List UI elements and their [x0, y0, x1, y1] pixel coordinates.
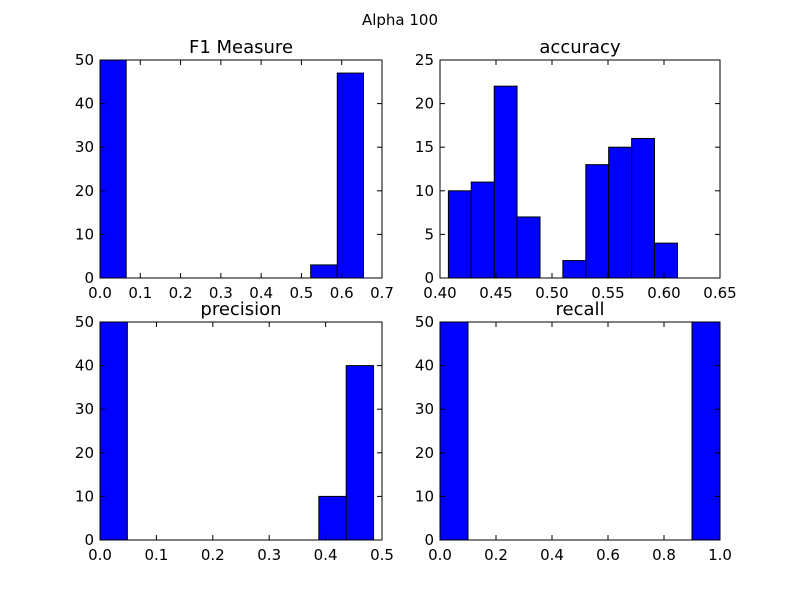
recall-ytick-label-4: 40 — [415, 357, 434, 375]
accuracy-bar-6 — [585, 164, 610, 279]
f1-measure-ytick-label-1: 10 — [75, 225, 94, 243]
precision-ytick-label-4: 40 — [75, 357, 94, 375]
accuracy-ytick-label-0: 0 — [424, 269, 434, 287]
accuracy-ytick-label-5: 25 — [415, 51, 434, 69]
accuracy-xtick-label-0: 0.40 — [423, 284, 456, 302]
precision-ytick-label-2: 20 — [75, 444, 94, 462]
precision-axes-frame — [99, 321, 383, 541]
recall-ytick-label-5: 50 — [415, 313, 434, 331]
accuracy-xtick-label-3: 0.55 — [591, 284, 624, 302]
f1-measure-ytick-label-5: 50 — [75, 51, 94, 69]
f1-measure-xtick-label-6: 0.6 — [330, 284, 354, 302]
accuracy-ytick-label-4: 20 — [415, 95, 434, 113]
f1-measure-xtick-label-0: 0.0 — [88, 284, 112, 302]
subplot-title-recall: recall — [555, 299, 604, 320]
f1-measure-xtick-label-7: 0.7 — [370, 284, 394, 302]
recall-xtick-label-0: 0.0 — [428, 546, 452, 564]
subplot-title-precision: precision — [200, 299, 281, 320]
accuracy-ytick-label-3: 15 — [415, 138, 434, 156]
accuracy-axes-frame — [439, 59, 721, 279]
recall-xtick-label-2: 0.4 — [540, 546, 564, 564]
accuracy-ytick-label-2: 10 — [415, 182, 434, 200]
subplot-recall: recall 0.0 0.2 0.4 0.6 0.8 1.0 0 10 20 30 40 50 — [415, 299, 732, 564]
f1-measure-xtick-label-4: 0.4 — [249, 284, 273, 302]
f1-measure-bar-8 — [310, 264, 338, 279]
recall-ytick-label-1: 10 — [415, 487, 434, 505]
precision-bar-8 — [318, 495, 347, 541]
accuracy-bar-9 — [653, 242, 678, 279]
accuracy-xtick-label-5: 0.65 — [703, 284, 736, 302]
accuracy-xtick-label-1: 0.45 — [479, 284, 512, 302]
accuracy-xtick-label-2: 0.50 — [535, 284, 568, 302]
precision-ytick-label-0: 0 — [84, 531, 94, 549]
accuracy-ytick-label-1: 5 — [424, 225, 434, 243]
accuracy-bar-7 — [608, 146, 633, 279]
f1-measure-axes-frame — [99, 59, 383, 279]
f1-measure-xtick-label-3: 0.3 — [209, 284, 233, 302]
precision-ytick-label-5: 50 — [75, 313, 94, 331]
precision-xtick-label-4: 0.4 — [314, 546, 338, 564]
f1-measure-ytick-label-3: 30 — [75, 138, 94, 156]
f1-measure-xtick-label-2: 0.2 — [169, 284, 193, 302]
precision-ytick-label-3: 30 — [75, 400, 94, 418]
recall-bar-0 — [439, 321, 469, 541]
f1-measure-bar-9 — [336, 72, 364, 279]
f1-measure-xtick-label-5: 0.5 — [289, 284, 313, 302]
precision-bar-9 — [345, 365, 375, 541]
accuracy-bar-0 — [447, 190, 472, 279]
accuracy-bar-2 — [493, 85, 518, 279]
accuracy-bar-8 — [631, 137, 655, 279]
f1-measure-ytick-label-4: 40 — [75, 95, 94, 113]
recall-xtick-label-5: 1.0 — [708, 546, 732, 564]
recall-ytick-label-2: 20 — [415, 444, 434, 462]
accuracy-bar-1 — [470, 181, 495, 279]
precision-xtick-label-1: 0.1 — [144, 546, 168, 564]
precision-xtick-label-3: 0.3 — [257, 546, 281, 564]
recall-xtick-label-1: 0.2 — [484, 546, 508, 564]
f1-measure-xtick-label-1: 0.1 — [128, 284, 152, 302]
recall-ytick-label-3: 30 — [415, 400, 434, 418]
recall-xtick-label-3: 0.6 — [596, 546, 620, 564]
precision-ytick-label-1: 10 — [75, 487, 94, 505]
recall-axes-frame — [439, 321, 721, 541]
subplot-accuracy: accuracy 0.40 0.45 0.50 0.55 0.60 0.65 0 5 10 15 2… — [415, 37, 737, 302]
f1-measure-bar-0 — [99, 59, 127, 279]
accuracy-xtick-label-4: 0.60 — [647, 284, 680, 302]
subplot-f1-measure: F1 Measure 0.0 0.1 0.2 0.3 0.4 0.5 0.6 0.7 0 10 20… — [75, 37, 394, 302]
precision-bar-0 — [99, 321, 128, 541]
f1-measure-ytick-label-0: 0 — [84, 269, 94, 287]
subplot-precision: precision 0.0 0.1 0.2 0.3 0.4 0.5 0 10 20 30 40 50 — [75, 299, 394, 564]
recall-bar-9 — [691, 321, 721, 541]
subplot-title-accuracy: accuracy — [539, 37, 621, 58]
subplot-title-f1-measure: F1 Measure — [189, 37, 293, 58]
precision-xtick-label-0: 0.0 — [88, 546, 112, 564]
precision-xtick-label-2: 0.2 — [201, 546, 225, 564]
recall-xtick-label-4: 0.8 — [652, 546, 676, 564]
precision-xtick-label-5: 0.5 — [370, 546, 394, 564]
accuracy-bar-3 — [516, 216, 541, 279]
accuracy-bar-5 — [562, 260, 587, 279]
figure-suptitle: Alpha 100 — [362, 11, 438, 29]
f1-measure-ytick-label-2: 20 — [75, 182, 94, 200]
recall-ytick-label-0: 0 — [424, 531, 434, 549]
